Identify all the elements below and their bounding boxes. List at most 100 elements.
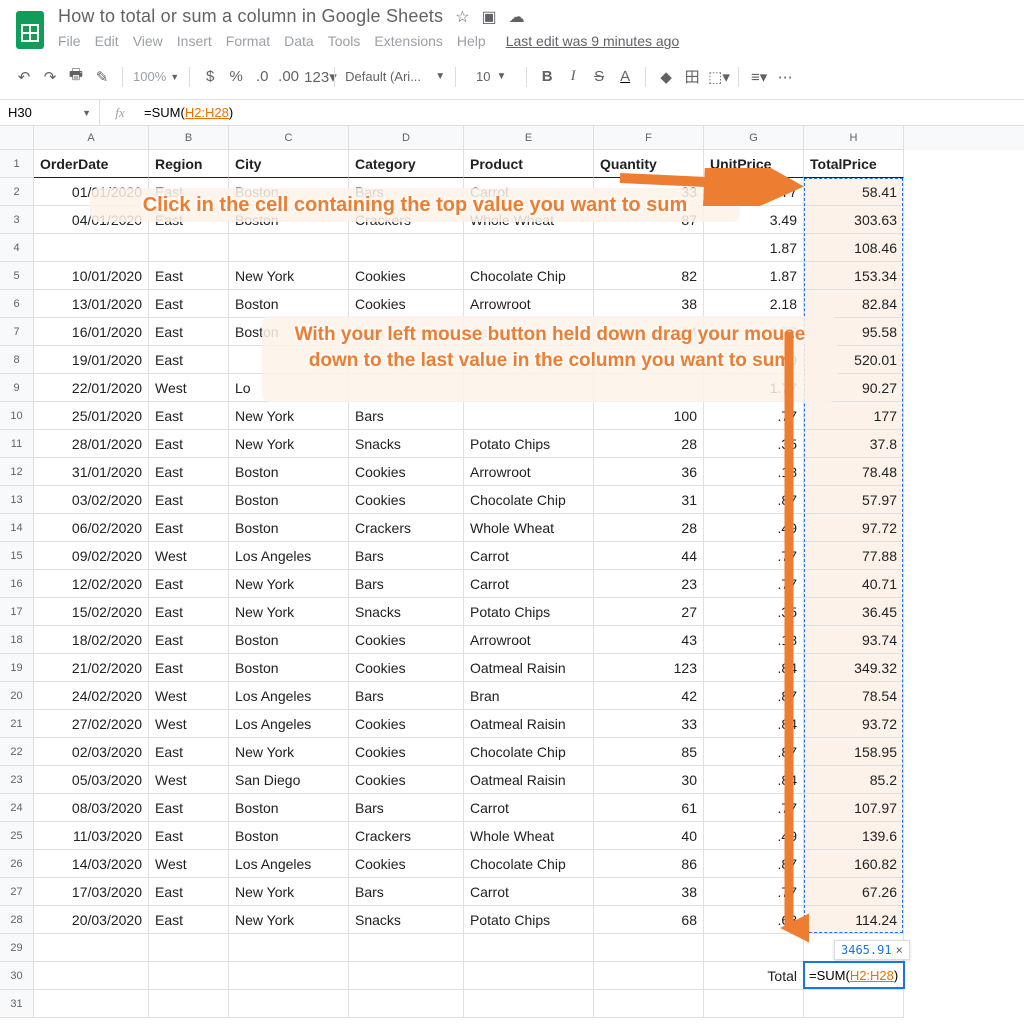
cell[interactable]: 87	[594, 206, 704, 234]
cell[interactable]: 15/02/2020	[34, 598, 149, 626]
cell[interactable]: Cookies	[349, 766, 464, 794]
cell[interactable]: Crackers	[349, 206, 464, 234]
cell[interactable]: East	[149, 822, 229, 850]
cell[interactable]: Carrot	[464, 178, 594, 206]
cell[interactable]: 139.6	[804, 822, 904, 850]
cell[interactable]	[149, 934, 229, 962]
cell[interactable]: 1.77	[704, 374, 804, 402]
cell[interactable]: East	[149, 906, 229, 934]
cell[interactable]: Crackers	[349, 514, 464, 542]
cell[interactable]: Carrot	[464, 794, 594, 822]
cell[interactable]: East	[149, 514, 229, 542]
cell[interactable]	[464, 346, 594, 374]
cell[interactable]: 33	[594, 178, 704, 206]
row-header[interactable]: 21	[0, 710, 34, 738]
cell[interactable]: 349.32	[804, 654, 904, 682]
cell[interactable]: 27	[594, 598, 704, 626]
cell[interactable]: 95.58	[804, 318, 904, 346]
cell[interactable]: East	[149, 626, 229, 654]
cell[interactable]: Total	[704, 962, 804, 990]
cell[interactable]: 38	[594, 290, 704, 318]
cell[interactable]: 31/01/2020	[34, 458, 149, 486]
cell[interactable]: East	[149, 654, 229, 682]
cell[interactable]: .18	[704, 458, 804, 486]
cell[interactable]: 18/02/2020	[34, 626, 149, 654]
italic-button[interactable]: I	[563, 68, 583, 85]
menu-format[interactable]: Format	[226, 33, 270, 49]
row-header[interactable]: 25	[0, 822, 34, 850]
cell[interactable]	[594, 962, 704, 990]
cell[interactable]: 93.74	[804, 626, 904, 654]
column-header[interactable]: C	[229, 126, 349, 150]
cell[interactable]: Crackers	[349, 822, 464, 850]
cell[interactable]: 520.01	[804, 346, 904, 374]
cell[interactable]	[464, 934, 594, 962]
cell[interactable]: .77	[704, 402, 804, 430]
cell[interactable]: 12/02/2020	[34, 570, 149, 598]
cell[interactable]	[464, 374, 594, 402]
row-header[interactable]: 18	[0, 626, 34, 654]
cell[interactable]: 82	[594, 262, 704, 290]
cell[interactable]: West	[149, 374, 229, 402]
cell[interactable]: 36	[594, 458, 704, 486]
cell[interactable]: 20/03/2020	[34, 906, 149, 934]
cell[interactable]	[464, 990, 594, 1018]
cell[interactable]: Snacks	[349, 430, 464, 458]
cell[interactable]: City	[229, 150, 349, 178]
cell[interactable]: 17/03/2020	[34, 878, 149, 906]
cell[interactable]: 37.8	[804, 430, 904, 458]
cell[interactable]: 10/01/2020	[34, 262, 149, 290]
cell[interactable]: East	[149, 598, 229, 626]
cell[interactable]	[34, 234, 149, 262]
cell[interactable]: Product	[464, 150, 594, 178]
cell[interactable]: .84	[704, 654, 804, 682]
cell[interactable]	[594, 234, 704, 262]
sum-tooltip[interactable]: 3465.91×	[834, 940, 910, 960]
cell[interactable]: Bars	[349, 178, 464, 206]
row-header[interactable]: 26	[0, 850, 34, 878]
cell[interactable]	[229, 962, 349, 990]
cell[interactable]: Chocolate Chip	[464, 738, 594, 766]
cell[interactable]: New York	[229, 906, 349, 934]
menu-data[interactable]: Data	[284, 33, 314, 49]
cell[interactable]: 30	[594, 766, 704, 794]
column-header[interactable]: E	[464, 126, 594, 150]
cell[interactable]: .84	[704, 766, 804, 794]
cell[interactable]: New York	[229, 570, 349, 598]
cell[interactable]: Bars	[349, 318, 464, 346]
cell[interactable]	[349, 962, 464, 990]
cell[interactable]: 31	[594, 486, 704, 514]
row-header[interactable]: 4	[0, 234, 34, 262]
cell[interactable]	[704, 934, 804, 962]
cell[interactable]: Boston	[229, 514, 349, 542]
row-header[interactable]: 31	[0, 990, 34, 1018]
cell[interactable]: .18	[704, 626, 804, 654]
cell[interactable]: 97.72	[804, 514, 904, 542]
cell[interactable]: East	[149, 346, 229, 374]
borders-icon[interactable]: 田	[682, 66, 702, 87]
cell[interactable]: Cookies	[349, 290, 464, 318]
cell[interactable]: 160.82	[804, 850, 904, 878]
cell[interactable]: 27/02/2020	[34, 710, 149, 738]
cell[interactable]: 13/01/2020	[34, 290, 149, 318]
cell[interactable]: Whole Wheat	[464, 206, 594, 234]
cell[interactable]: 77.88	[804, 542, 904, 570]
cell[interactable]: 21/02/2020	[34, 654, 149, 682]
cell[interactable]: East	[149, 794, 229, 822]
cell[interactable]: 28	[594, 514, 704, 542]
cell[interactable]: East	[149, 458, 229, 486]
cell[interactable]	[349, 374, 464, 402]
cell[interactable]: Arrowroot	[464, 626, 594, 654]
cell[interactable]: 90.27	[804, 374, 904, 402]
cell[interactable]: Chocolate Chip	[464, 486, 594, 514]
cell[interactable]: 2.18	[704, 290, 804, 318]
cell[interactable]	[34, 962, 149, 990]
cell[interactable]: Cookies	[349, 738, 464, 766]
row-header[interactable]: 27	[0, 878, 34, 906]
cell[interactable]: 303.63	[804, 206, 904, 234]
cell[interactable]: San Diego	[229, 766, 349, 794]
cell[interactable]: 11/03/2020	[34, 822, 149, 850]
cell[interactable]: 158.95	[804, 738, 904, 766]
cell[interactable]: Region	[149, 150, 229, 178]
cell[interactable]: Potato Chips	[464, 598, 594, 626]
